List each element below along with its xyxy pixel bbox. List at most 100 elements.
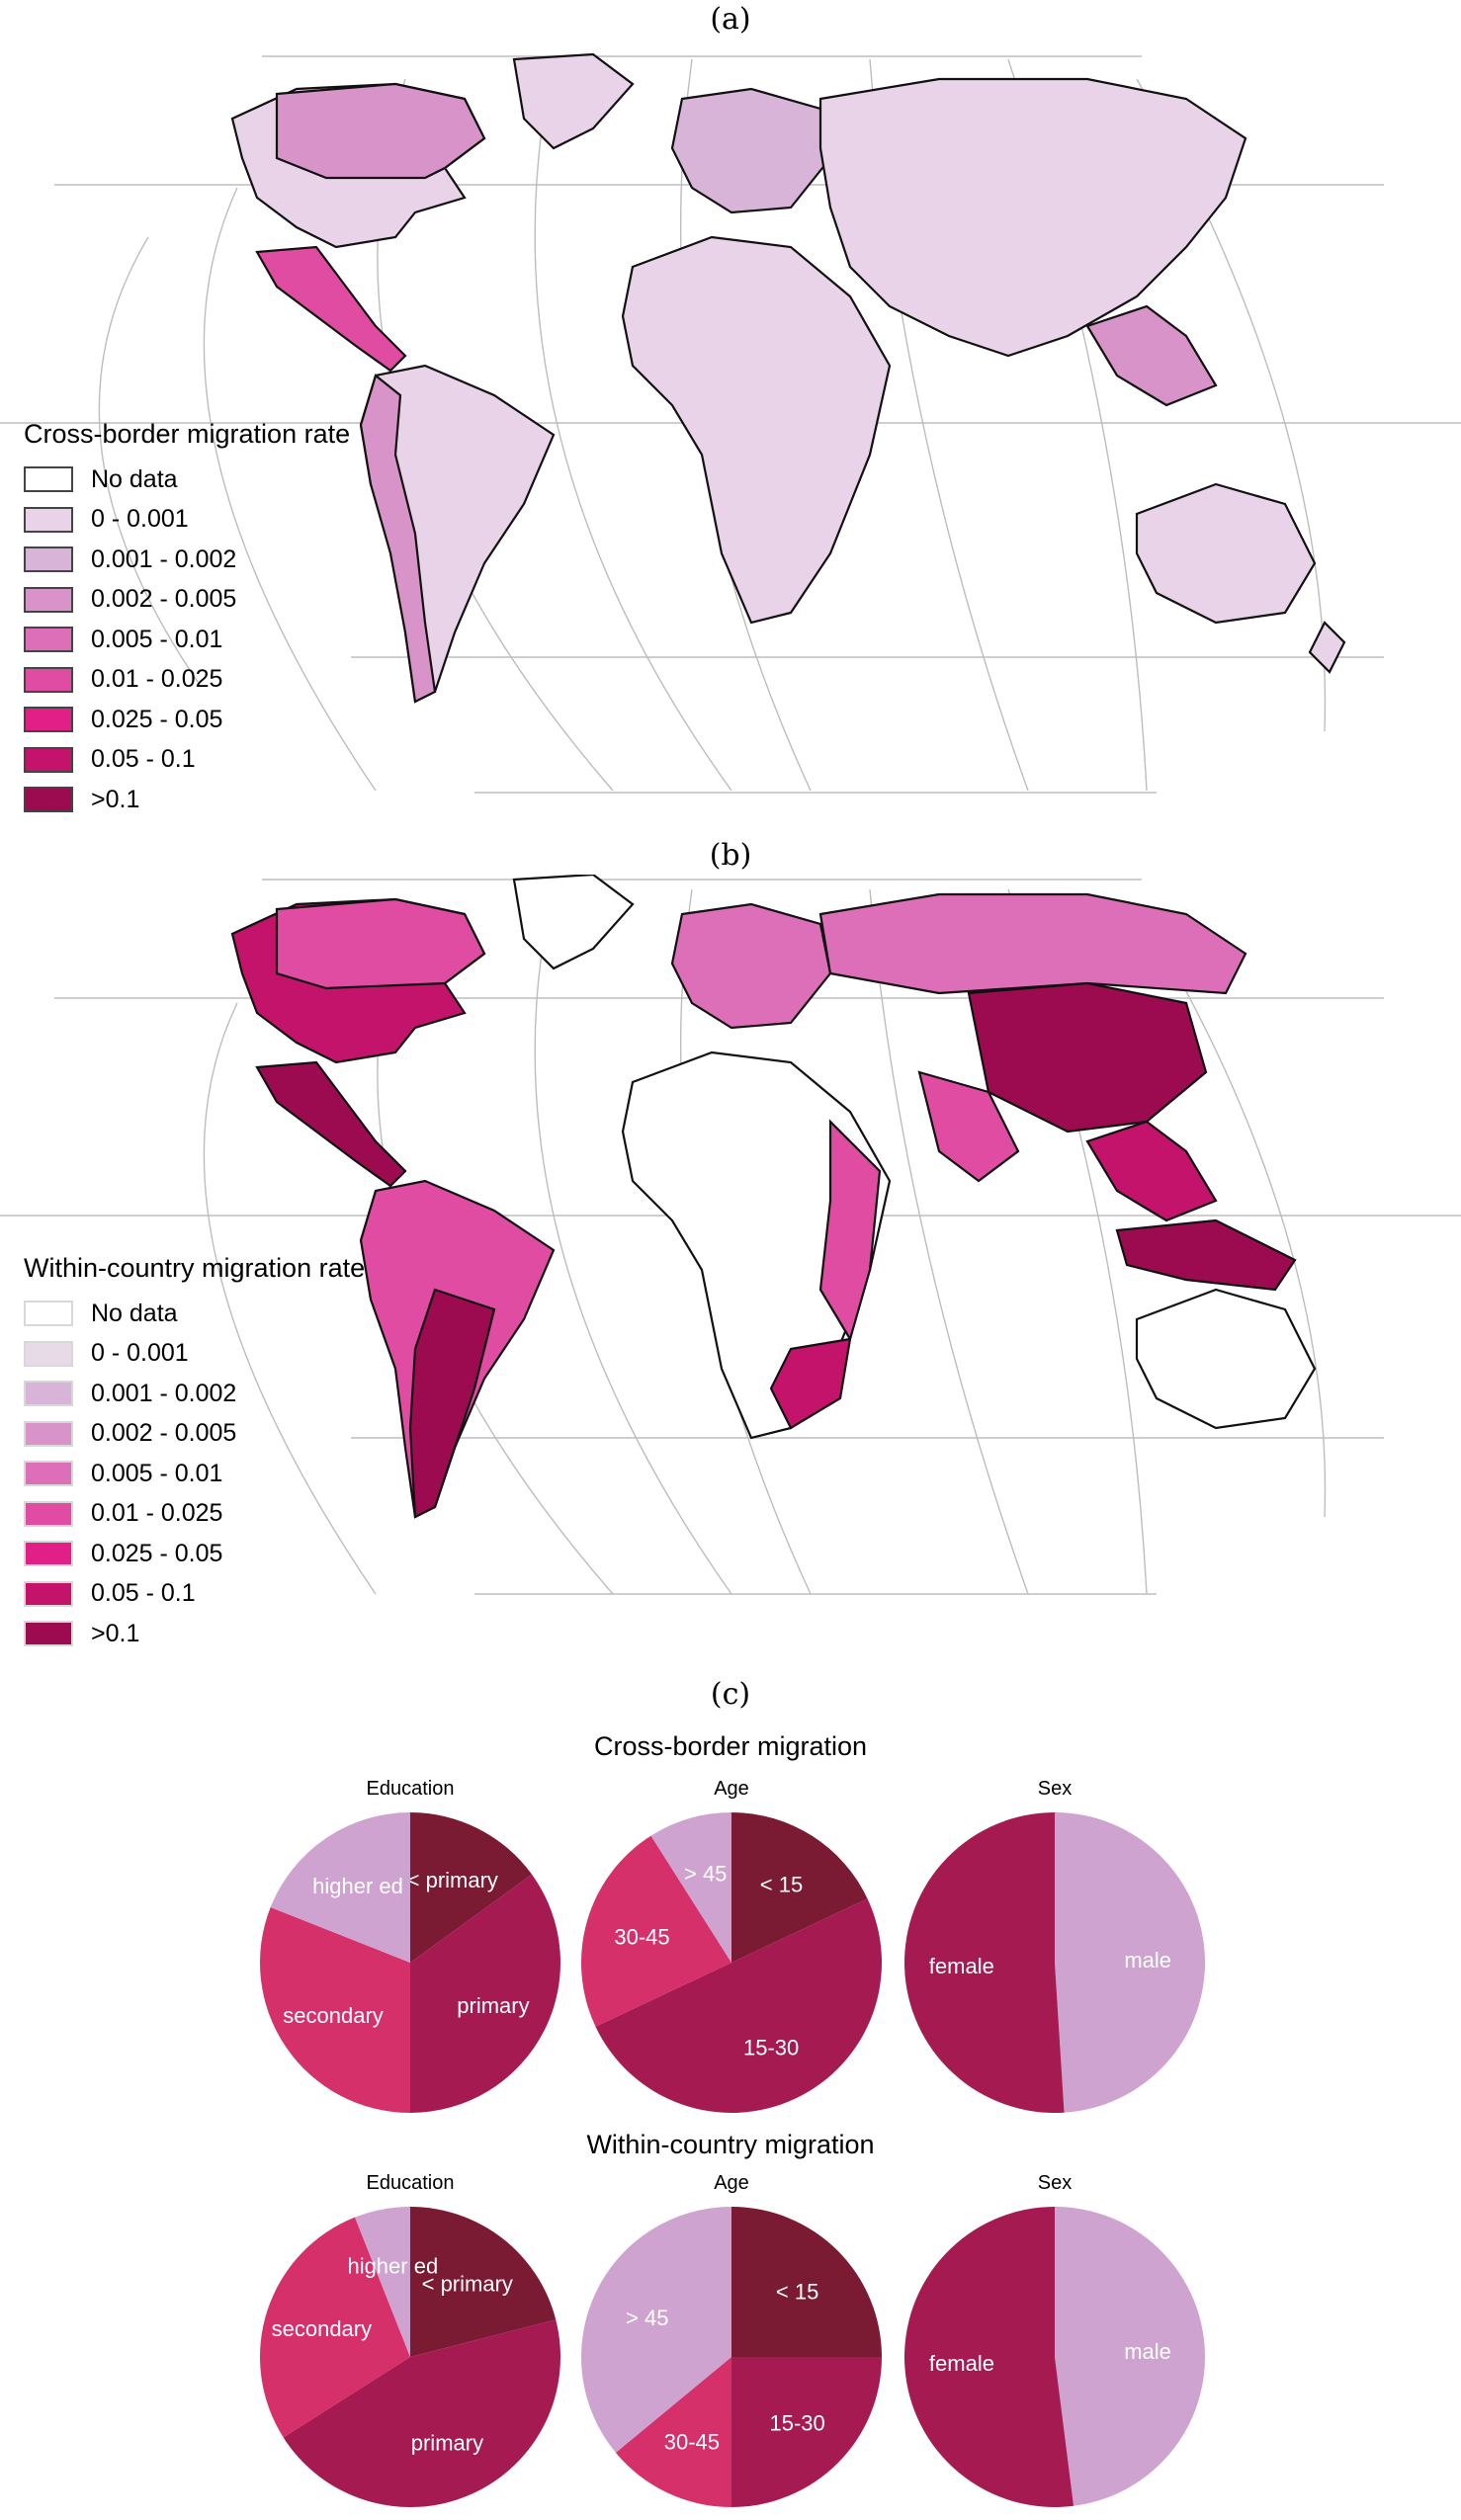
mexico-central-america bbox=[255, 1060, 407, 1188]
greenland bbox=[512, 52, 635, 150]
pie-slice-label: > 45 bbox=[626, 2306, 668, 2330]
within-country-legend-item: >0.1 bbox=[24, 1614, 365, 1654]
andes-west bbox=[359, 374, 437, 704]
pie-slice bbox=[650, 1812, 731, 1963]
southeast-asia bbox=[1085, 1120, 1218, 1222]
pie-slice bbox=[615, 2357, 731, 2507]
cross-border-legend-item: 0.005 - 0.01 bbox=[24, 620, 350, 660]
pie-sex-cross-border: Sex male female bbox=[903, 1778, 1205, 2113]
legend-label: No data bbox=[91, 464, 178, 493]
within-country-legend-item: 0.01 - 0.025 bbox=[24, 1494, 365, 1535]
legend-label: >0.1 bbox=[91, 1619, 140, 1647]
pie-slice bbox=[595, 1898, 883, 2114]
greenland bbox=[512, 875, 635, 970]
pie-age-within-country: Age < 15 15-30 30-45 > 45 bbox=[581, 2172, 882, 2507]
legend-swatch bbox=[24, 1301, 73, 1327]
legend-swatch bbox=[24, 1500, 73, 1527]
pie-slice-label: < 15 bbox=[760, 1872, 803, 1896]
pie-slice bbox=[1055, 1812, 1205, 2113]
legend-label: 0.001 - 0.002 bbox=[91, 545, 237, 573]
legend-swatch bbox=[24, 546, 73, 573]
africa bbox=[621, 235, 892, 625]
cross-border-legend-item: 0.001 - 0.002 bbox=[24, 540, 350, 580]
legend-label: 0.002 - 0.005 bbox=[91, 585, 237, 614]
pie-slice bbox=[410, 1812, 532, 1963]
legend-label: 0.05 - 0.1 bbox=[91, 1579, 196, 1608]
panel-label-a: (a) bbox=[710, 2, 751, 37]
legend-label: 0.01 - 0.025 bbox=[91, 665, 223, 694]
legend-swatch bbox=[24, 1621, 73, 1647]
legend-label: >0.1 bbox=[91, 785, 140, 813]
cross-border-world-map bbox=[0, 52, 1461, 794]
pie-slice-label: < primary bbox=[407, 1868, 498, 1892]
legend-swatch bbox=[24, 1420, 73, 1447]
legend-swatch bbox=[24, 1381, 73, 1407]
group-title-within-country: Within-country migration bbox=[586, 2130, 875, 2159]
legend-swatch bbox=[24, 746, 73, 773]
pie-slice bbox=[731, 1812, 868, 1963]
pie-sex-within-country: Sex male female bbox=[904, 2172, 1206, 2507]
pie-education-cross-border: Education < primary primary secondary higher… bbox=[260, 1778, 560, 2113]
new-zealand bbox=[1308, 621, 1346, 674]
pie-slice-label: higher ed bbox=[347, 2253, 438, 2278]
within-country-legend-item: 0.002 - 0.005 bbox=[24, 1414, 365, 1455]
pie-slice bbox=[1055, 2207, 1206, 2506]
within-country-legend-item: No data bbox=[24, 1294, 365, 1334]
legend-swatch bbox=[24, 666, 73, 693]
legend-label: 0 - 0.001 bbox=[91, 1339, 189, 1368]
pie-slice bbox=[260, 1907, 410, 2113]
pie-slice-label: 15-30 bbox=[743, 2035, 799, 2059]
pie-title: Sex bbox=[1038, 2172, 1072, 2194]
pie-slice-label: secondary bbox=[272, 2316, 373, 2341]
within-country-legend-item: 0.001 - 0.002 bbox=[24, 1374, 365, 1414]
legend-swatch bbox=[24, 1541, 73, 1567]
pie-slice-label: higher ed bbox=[312, 1874, 403, 1898]
pie-slice bbox=[410, 2207, 557, 2357]
pie-slice-label: 30-45 bbox=[614, 1925, 669, 1950]
europe bbox=[670, 87, 832, 214]
pie-slice-label: female bbox=[929, 2351, 994, 2376]
pie-title: Education bbox=[367, 1778, 455, 1800]
cross-border-legend-item: 0.025 - 0.05 bbox=[24, 700, 350, 740]
canada bbox=[275, 82, 486, 180]
legend-label: No data bbox=[91, 1299, 178, 1327]
legend-title: Cross-border migration rate bbox=[24, 419, 351, 449]
pie-slice-label: male bbox=[1124, 2339, 1171, 2364]
pie-slice bbox=[731, 2357, 882, 2507]
regions bbox=[230, 875, 1317, 1519]
cross-border-legend-item: 0.01 - 0.025 bbox=[24, 660, 350, 701]
within-country-legend-item: 0.05 - 0.1 bbox=[24, 1574, 365, 1615]
legend-swatch bbox=[24, 466, 73, 493]
legend-label: 0.005 - 0.01 bbox=[91, 1459, 223, 1487]
cross-border-legend-item: 0.002 - 0.005 bbox=[24, 580, 350, 621]
pie-slice-label: 15-30 bbox=[769, 2411, 824, 2436]
southeast-asia bbox=[1085, 304, 1218, 407]
pie-slice bbox=[903, 1812, 1065, 2113]
canada bbox=[275, 897, 486, 990]
legend-swatch bbox=[24, 1580, 73, 1607]
cross-border-legend-item: 0.05 - 0.1 bbox=[24, 740, 350, 781]
legend-swatch bbox=[24, 586, 73, 613]
europe bbox=[670, 902, 832, 1030]
legend-label: 0.01 - 0.025 bbox=[91, 1499, 223, 1528]
legend-swatch bbox=[24, 627, 73, 653]
pie-title: Sex bbox=[1038, 1778, 1072, 1800]
panel-label-b: (b) bbox=[709, 838, 752, 873]
cross-border-legend-item: >0.1 bbox=[24, 780, 350, 820]
cross-border-legend-item: 0 - 0.001 bbox=[24, 500, 350, 541]
australia bbox=[1135, 1288, 1317, 1430]
cross-border-legend-item: No data bbox=[24, 460, 350, 500]
legend-label: 0.025 - 0.05 bbox=[91, 705, 223, 733]
pie-slice-label: secondary bbox=[283, 2003, 384, 2028]
legend-label: 0.05 - 0.1 bbox=[91, 745, 196, 774]
group-title-cross-border: Cross-border migration bbox=[593, 1731, 868, 1761]
legend-swatch bbox=[24, 787, 73, 813]
within-country-legend-item: 0.025 - 0.05 bbox=[24, 1534, 365, 1574]
mexico-central-america bbox=[255, 245, 407, 373]
legend-label: 0.025 - 0.05 bbox=[91, 1539, 223, 1567]
australia bbox=[1135, 482, 1317, 625]
pie-slice bbox=[904, 2207, 1074, 2507]
legend-swatch bbox=[24, 1461, 73, 1487]
legend-swatch bbox=[24, 707, 73, 733]
